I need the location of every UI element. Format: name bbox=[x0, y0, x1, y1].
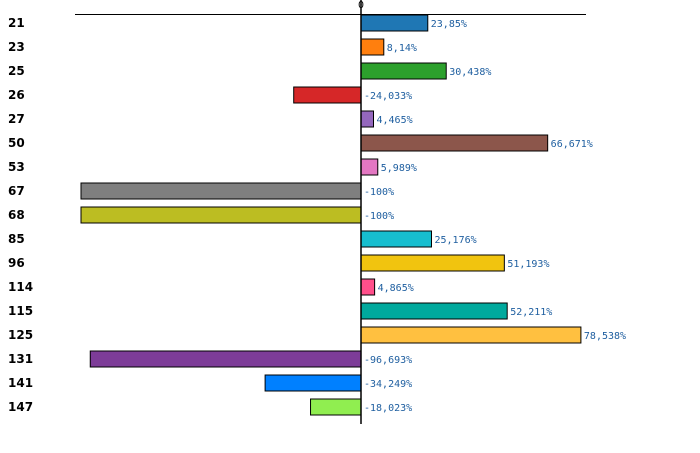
category-label-125: 125 bbox=[8, 328, 33, 342]
category-label-85: 85 bbox=[8, 232, 25, 246]
bar-25 bbox=[360, 62, 447, 80]
bar-131 bbox=[89, 350, 362, 368]
bar-68 bbox=[80, 206, 362, 224]
category-label-26: 26 bbox=[8, 88, 25, 102]
category-label-21: 21 bbox=[8, 16, 25, 30]
bar-27 bbox=[360, 110, 375, 128]
bar-53 bbox=[360, 158, 379, 176]
bar-85 bbox=[360, 230, 432, 248]
category-label-131: 131 bbox=[8, 352, 33, 366]
category-label-23: 23 bbox=[8, 40, 25, 54]
value-label-23: 8,14% bbox=[387, 43, 417, 54]
bar-50 bbox=[360, 134, 549, 152]
bar-115 bbox=[360, 302, 508, 320]
value-label-21: 23,85% bbox=[431, 19, 467, 30]
bar-26 bbox=[293, 86, 362, 104]
value-label-67: -100% bbox=[364, 187, 394, 198]
category-label-96: 96 bbox=[8, 256, 25, 270]
zero-tick-label: 0 bbox=[358, 0, 364, 11]
category-label-50: 50 bbox=[8, 136, 25, 150]
bar-141 bbox=[264, 374, 362, 392]
value-label-147: -18,023% bbox=[364, 403, 412, 414]
category-label-141: 141 bbox=[8, 376, 33, 390]
value-label-141: -34,249% bbox=[364, 379, 412, 390]
bar-96 bbox=[360, 254, 505, 272]
value-label-25: 30,438% bbox=[449, 67, 491, 78]
value-label-131: -96,693% bbox=[364, 355, 412, 366]
value-label-85: 25,176% bbox=[434, 235, 476, 246]
value-label-114: 4,865% bbox=[378, 283, 414, 294]
category-label-147: 147 bbox=[8, 400, 33, 414]
bar-23 bbox=[360, 38, 385, 56]
value-label-115: 52,211% bbox=[510, 307, 552, 318]
bar-67 bbox=[80, 182, 362, 200]
value-label-26: -24,033% bbox=[364, 91, 412, 102]
value-label-68: -100% bbox=[364, 211, 394, 222]
category-label-67: 67 bbox=[8, 184, 25, 198]
category-label-27: 27 bbox=[8, 112, 25, 126]
bar-114 bbox=[360, 278, 376, 296]
category-label-53: 53 bbox=[8, 160, 25, 174]
bar-21 bbox=[360, 14, 429, 32]
value-label-125: 78,538% bbox=[584, 331, 626, 342]
category-label-68: 68 bbox=[8, 208, 25, 222]
category-label-114: 114 bbox=[8, 280, 33, 294]
value-label-96: 51,193% bbox=[507, 259, 549, 270]
value-label-27: 4,465% bbox=[377, 115, 413, 126]
category-label-115: 115 bbox=[8, 304, 33, 318]
bar-125 bbox=[360, 326, 582, 344]
category-label-25: 25 bbox=[8, 64, 25, 78]
value-label-53: 5,989% bbox=[381, 163, 417, 174]
value-label-50: 66,671% bbox=[551, 139, 593, 150]
bar-147 bbox=[310, 398, 362, 416]
